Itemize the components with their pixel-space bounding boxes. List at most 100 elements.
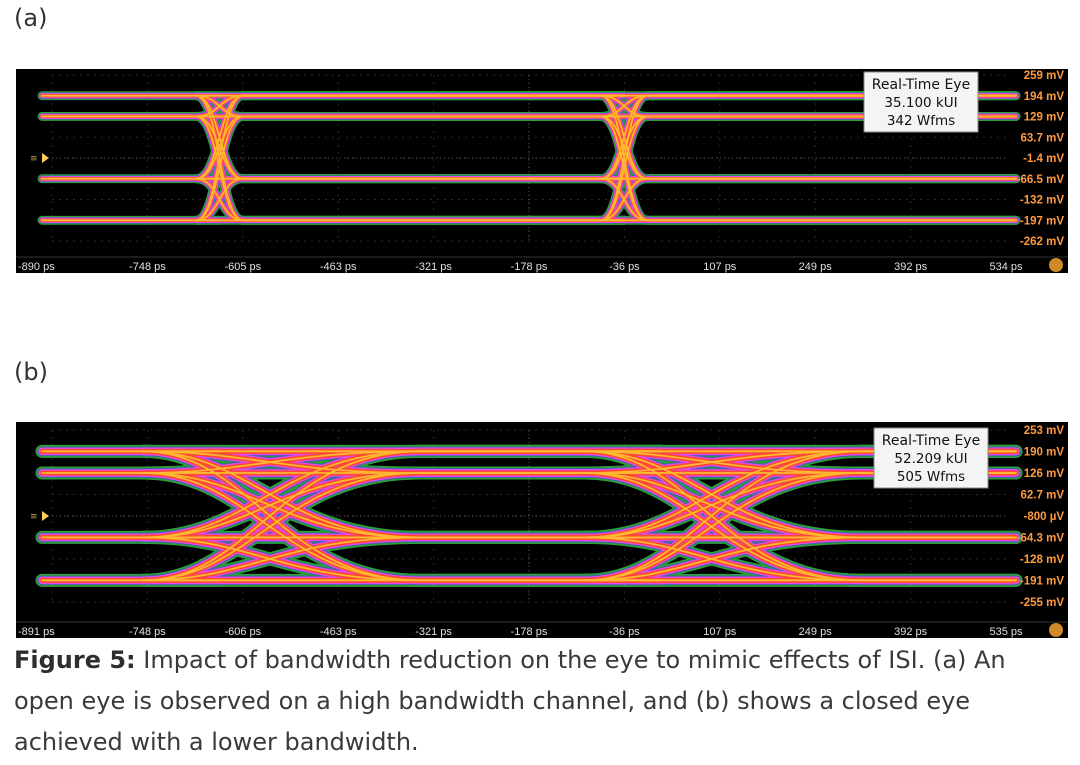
x-tick-label: -605 ps bbox=[224, 261, 261, 273]
eye-trace bbox=[195, 115, 626, 222]
y-tick-label: -191 mV bbox=[1020, 576, 1064, 588]
x-tick-label: -36 ps bbox=[609, 626, 640, 638]
source-badge-icon bbox=[1049, 623, 1063, 637]
y-tick-label: 259 mV bbox=[1024, 70, 1065, 82]
eye-trace bbox=[142, 472, 663, 582]
y-tick-label: 129 mV bbox=[1024, 112, 1065, 124]
x-tick-label: 107 ps bbox=[703, 261, 737, 273]
eye-a-y-ticks: 259 mV 194 mV 129 mV 63.7 mV -1.4 mV -66.5 mV… bbox=[1017, 70, 1065, 248]
y-tick-label: -262 mV bbox=[1020, 236, 1064, 248]
eye-trace bbox=[583, 536, 1017, 582]
eye-trace bbox=[599, 115, 1017, 222]
eye-b-traces bbox=[35, 444, 1023, 587]
panel-b-label: (b) bbox=[14, 358, 48, 386]
eye-trace bbox=[583, 450, 1017, 474]
eye-trace bbox=[195, 115, 626, 180]
eye-trace bbox=[194, 114, 626, 223]
eye-trace bbox=[583, 472, 1017, 582]
eye-trace bbox=[583, 472, 1017, 539]
x-tick-label: -463 ps bbox=[320, 626, 357, 638]
source-badge-circle bbox=[1049, 258, 1063, 272]
x-tick-label: -321 ps bbox=[415, 261, 452, 273]
x-tick-label: 107 ps bbox=[703, 626, 737, 638]
eye-trace bbox=[583, 536, 1017, 582]
eye-trace bbox=[191, 112, 629, 225]
eye-trace bbox=[599, 177, 1017, 222]
eye-trace bbox=[191, 112, 629, 184]
eye-a-legend: Real-Time Eye 35.100 kUI 342 Wfms bbox=[863, 71, 979, 133]
x-tick-label: -606 ps bbox=[224, 626, 261, 638]
legend-line-2: 505 Wfms bbox=[897, 469, 965, 485]
trigger-level-glyph: ≡ bbox=[30, 154, 38, 164]
eye-diagram-a: ≡ 259 mV 194 mV 129 mV 63.7 mV -1.4 mV -66.5 m… bbox=[16, 69, 1068, 273]
x-tick-label: -891 ps bbox=[18, 626, 55, 638]
x-tick-label: -890 ps bbox=[18, 261, 55, 273]
trigger-level-icon: ≡ bbox=[30, 511, 49, 522]
x-tick-label: 534 ps bbox=[989, 261, 1023, 273]
caption-text: Impact of bandwidth reduction on the eye… bbox=[14, 646, 1006, 756]
x-tick-label: 392 ps bbox=[894, 626, 928, 638]
trace-pass bbox=[41, 94, 1017, 222]
source-badge-circle bbox=[1049, 623, 1063, 637]
eye-trace bbox=[193, 113, 627, 182]
eye-trace bbox=[193, 113, 627, 223]
eye-b-y-ticks: 253 mV 190 mV 126 mV 62.7 mV -800 µV -64.3 mV… bbox=[1017, 425, 1065, 609]
legend-line-2: 342 Wfms bbox=[887, 113, 955, 129]
y-tick-label: 190 mV bbox=[1024, 447, 1065, 459]
y-tick-label: -128 mV bbox=[1020, 554, 1064, 566]
x-tick-label: -463 ps bbox=[320, 261, 357, 273]
y-tick-label: 126 mV bbox=[1024, 468, 1065, 480]
eye-b-legend: Real-Time Eye 52.209 kUI 505 Wfms bbox=[873, 427, 989, 489]
legend-title: Real-Time Eye bbox=[882, 433, 980, 449]
y-tick-label: -255 mV bbox=[1020, 597, 1064, 609]
legend-line-1: 52.209 kUI bbox=[894, 451, 967, 467]
eye-trace bbox=[142, 472, 663, 582]
x-tick-label: 392 ps bbox=[894, 261, 928, 273]
source-badge-icon bbox=[1049, 258, 1063, 272]
eye-trace bbox=[195, 177, 626, 222]
x-tick-label: -36 ps bbox=[609, 261, 640, 273]
y-tick-label: 253 mV bbox=[1024, 425, 1065, 437]
eye-trace bbox=[192, 113, 628, 182]
eye-diagram-b-plot: ≡ 253 mV 190 mV 126 mV 62.7 mV -800 µV -64.3 m… bbox=[16, 425, 1068, 638]
x-tick-label: -748 ps bbox=[129, 626, 166, 638]
eye-a-traces bbox=[37, 91, 1021, 225]
y-tick-label: -1.4 mV bbox=[1023, 153, 1064, 165]
x-tick-label: 249 ps bbox=[799, 626, 833, 638]
eye-b-x-ticks: -891 ps -748 ps -606 ps -463 ps -321 ps -178 … bbox=[18, 626, 1023, 638]
eye-trace bbox=[194, 114, 626, 181]
eye-trace bbox=[193, 113, 627, 223]
eye-trace bbox=[195, 115, 626, 222]
eye-trace bbox=[192, 113, 628, 182]
legend-title: Real-Time Eye bbox=[872, 77, 970, 93]
eye-trace bbox=[193, 113, 627, 182]
trigger-level-glyph: ≡ bbox=[30, 512, 38, 522]
eye-diagram-a-plot: ≡ 259 mV 194 mV 129 mV 63.7 mV -1.4 mV -66.5 m… bbox=[16, 70, 1068, 273]
x-tick-label: -321 ps bbox=[415, 626, 452, 638]
caption-label: Figure 5: bbox=[14, 646, 136, 674]
y-tick-label: -197 mV bbox=[1020, 215, 1064, 227]
y-tick-label: 194 mV bbox=[1024, 91, 1065, 103]
legend-box bbox=[863, 71, 979, 133]
trigger-arrow bbox=[42, 511, 49, 521]
eye-trace bbox=[195, 115, 626, 180]
eye-trace bbox=[192, 113, 628, 224]
figure-caption: Figure 5: Impact of bandwidth reduction … bbox=[14, 640, 1064, 763]
panel-a-label: (a) bbox=[14, 4, 48, 32]
x-tick-label: -748 ps bbox=[129, 261, 166, 273]
x-tick-label: 249 ps bbox=[799, 261, 833, 273]
eye-trace bbox=[194, 114, 626, 223]
trace-pass bbox=[41, 450, 1017, 582]
eye-trace bbox=[142, 450, 663, 474]
eye-trace bbox=[583, 472, 1017, 582]
eye-trace bbox=[142, 450, 663, 582]
eye-trace bbox=[191, 112, 629, 184]
eye-trace bbox=[192, 113, 628, 224]
x-tick-label: 535 ps bbox=[989, 626, 1023, 638]
y-tick-label: -64.3 mV bbox=[1017, 533, 1065, 545]
y-tick-label: 62.7 mV bbox=[1021, 490, 1065, 502]
eye-trace bbox=[191, 112, 629, 225]
legend-line-1: 35.100 kUI bbox=[884, 95, 957, 111]
eye-trace bbox=[142, 472, 663, 539]
trigger-arrow bbox=[42, 153, 49, 163]
